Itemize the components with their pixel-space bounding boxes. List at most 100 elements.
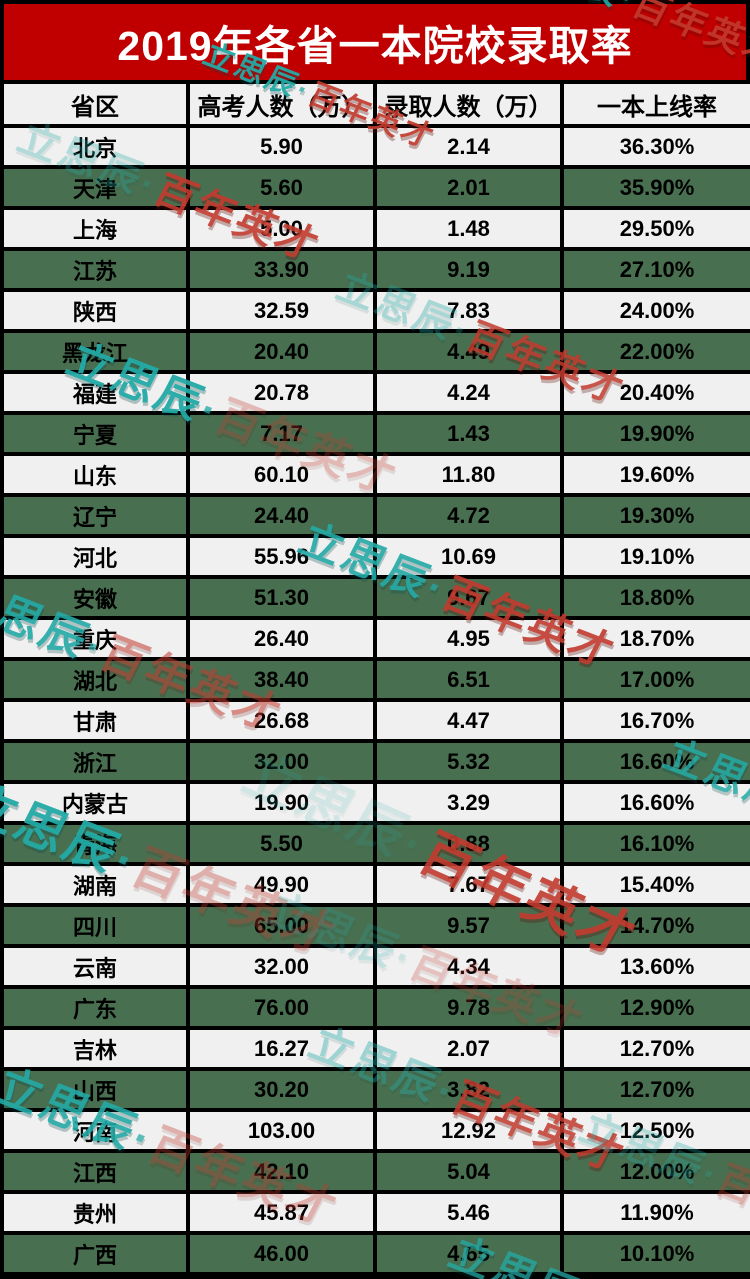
table-row: 山东 60.10 11.80 19.60% <box>0 452 750 497</box>
cell-admitted: 5.32 <box>373 739 564 784</box>
cell-candidates: 46.00 <box>186 1231 377 1276</box>
table-row: 福建 20.78 4.24 20.40% <box>0 370 750 415</box>
cell-candidates: 5.90 <box>186 124 377 169</box>
cell-admitted: 5.04 <box>373 1149 564 1194</box>
cell-province: 湖南 <box>0 862 190 907</box>
cell-province: 广西 <box>0 1231 190 1276</box>
table-row: 甘肃 26.68 4.47 16.70% <box>0 698 750 743</box>
cell-rate: 29.50% <box>560 206 750 251</box>
cell-candidates: 24.40 <box>186 493 377 538</box>
cell-admitted: 11.80 <box>373 452 564 497</box>
cell-admitted: 2.07 <box>373 1026 564 1071</box>
table-row: 湖北 38.40 6.51 17.00% <box>0 657 750 702</box>
page-title: 2019年各省一本院校录取率 <box>117 23 633 69</box>
cell-admitted: 4.49 <box>373 329 564 374</box>
cell-candidates: 32.00 <box>186 944 377 989</box>
cell-candidates: 32.00 <box>186 739 377 784</box>
cell-candidates: 51.30 <box>186 575 377 620</box>
cell-province: 上海 <box>0 206 190 251</box>
cell-admitted: 9.78 <box>373 985 564 1030</box>
cell-candidates: 65.00 <box>186 903 377 948</box>
cell-admitted: 7.83 <box>373 288 564 333</box>
cell-rate: 35.90% <box>560 165 750 210</box>
cell-candidates: 26.40 <box>186 616 377 661</box>
table-body: 北京 5.90 2.14 36.30% 天津 5.60 2.01 35.90% … <box>0 124 750 1276</box>
cell-admitted: 6.51 <box>373 657 564 702</box>
cell-admitted: 4.24 <box>373 370 564 415</box>
cell-province: 吉林 <box>0 1026 190 1071</box>
cell-candidates: 42.10 <box>186 1149 377 1194</box>
cell-candidates: 7.17 <box>186 411 377 456</box>
table-row: 湖南 49.90 7.67 15.40% <box>0 862 750 907</box>
table-row: 广西 46.00 4.65 10.10% <box>0 1231 750 1276</box>
cell-province: 贵州 <box>0 1190 190 1235</box>
cell-candidates: 16.27 <box>186 1026 377 1071</box>
cell-admitted: 9.57 <box>373 903 564 948</box>
admission-rate-table: 省区 高考人数（万） 录取人数（万） 一本上线率 北京 5.90 2.14 36… <box>0 80 750 1276</box>
table-row: 青海 5.50 0.88 16.10% <box>0 821 750 866</box>
table-header-row: 省区 高考人数（万） 录取人数（万） 一本上线率 <box>0 80 750 128</box>
cell-admitted: 4.47 <box>373 698 564 743</box>
cell-admitted: 5.46 <box>373 1190 564 1235</box>
cell-candidates: 26.68 <box>186 698 377 743</box>
table-row: 天津 5.60 2.01 35.90% <box>0 165 750 210</box>
cell-rate: 12.70% <box>560 1026 750 1071</box>
table-row: 江西 42.10 5.04 12.00% <box>0 1149 750 1194</box>
cell-rate: 16.70% <box>560 698 750 743</box>
cell-rate: 16.60% <box>560 780 750 825</box>
cell-rate: 19.10% <box>560 534 750 579</box>
table-row: 宁夏 7.17 1.43 19.90% <box>0 411 750 456</box>
cell-rate: 10.10% <box>560 1231 750 1276</box>
cell-province: 陕西 <box>0 288 190 333</box>
cell-admitted: 1.48 <box>373 206 564 251</box>
cell-province: 黑龙江 <box>0 329 190 374</box>
cell-admitted: 4.95 <box>373 616 564 661</box>
cell-admitted: 9.67 <box>373 575 564 620</box>
table-row: 陕西 32.59 7.83 24.00% <box>0 288 750 333</box>
table-row: 云南 32.00 4.34 13.60% <box>0 944 750 989</box>
cell-province: 山西 <box>0 1067 190 1112</box>
cell-rate: 15.40% <box>560 862 750 907</box>
cell-candidates: 45.87 <box>186 1190 377 1235</box>
cell-province: 湖北 <box>0 657 190 702</box>
cell-admitted: 0.88 <box>373 821 564 866</box>
cell-candidates: 5.60 <box>186 165 377 210</box>
cell-candidates: 33.90 <box>186 247 377 292</box>
cell-rate: 14.70% <box>560 903 750 948</box>
cell-candidates: 19.90 <box>186 780 377 825</box>
cell-admitted: 4.34 <box>373 944 564 989</box>
cell-province: 江西 <box>0 1149 190 1194</box>
table-row: 河南 103.00 12.92 12.50% <box>0 1108 750 1153</box>
cell-admitted: 3.29 <box>373 780 564 825</box>
title-banner: 2019年各省一本院校录取率 <box>0 0 750 80</box>
cell-rate: 19.60% <box>560 452 750 497</box>
cell-province: 北京 <box>0 124 190 169</box>
cell-province: 浙江 <box>0 739 190 784</box>
cell-admitted: 12.92 <box>373 1108 564 1153</box>
cell-candidates: 20.40 <box>186 329 377 374</box>
cell-province: 安徽 <box>0 575 190 620</box>
cell-candidates: 20.78 <box>186 370 377 415</box>
table-row: 安徽 51.30 9.67 18.80% <box>0 575 750 620</box>
cell-admitted: 10.69 <box>373 534 564 579</box>
cell-province: 内蒙古 <box>0 780 190 825</box>
table-row: 重庆 26.40 4.95 18.70% <box>0 616 750 661</box>
table-row: 上海 5.00 1.48 29.50% <box>0 206 750 251</box>
table-row: 山西 30.20 3.82 12.70% <box>0 1067 750 1112</box>
cell-rate: 17.00% <box>560 657 750 702</box>
cell-rate: 16.10% <box>560 821 750 866</box>
cell-province: 福建 <box>0 370 190 415</box>
cell-rate: 19.90% <box>560 411 750 456</box>
cell-rate: 11.90% <box>560 1190 750 1235</box>
column-header-province: 省区 <box>0 80 190 128</box>
table-row: 辽宁 24.40 4.72 19.30% <box>0 493 750 538</box>
cell-province: 山东 <box>0 452 190 497</box>
cell-candidates: 30.20 <box>186 1067 377 1112</box>
table-row: 内蒙古 19.90 3.29 16.60% <box>0 780 750 825</box>
cell-province: 广东 <box>0 985 190 1030</box>
cell-province: 宁夏 <box>0 411 190 456</box>
cell-candidates: 38.40 <box>186 657 377 702</box>
cell-rate: 12.00% <box>560 1149 750 1194</box>
cell-admitted: 9.19 <box>373 247 564 292</box>
cell-candidates: 5.50 <box>186 821 377 866</box>
